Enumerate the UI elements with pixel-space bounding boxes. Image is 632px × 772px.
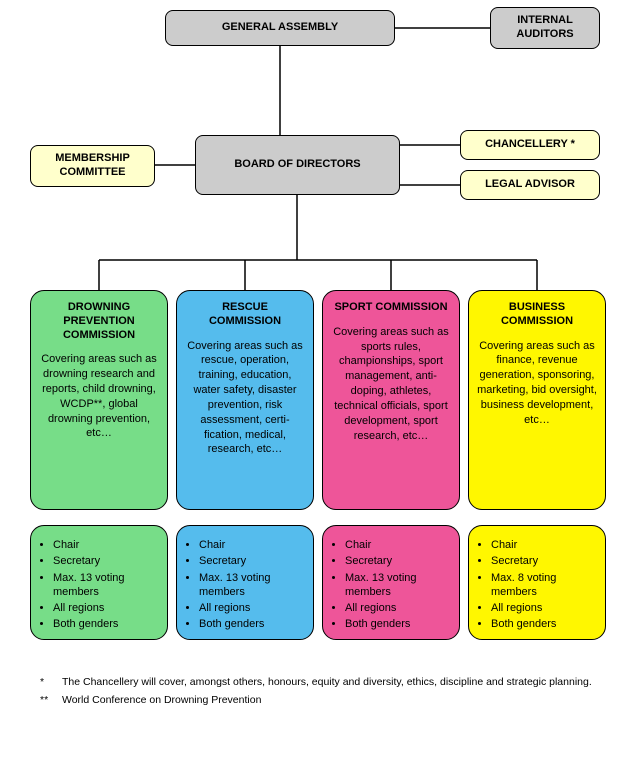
member-item: Max. 8 voting members: [491, 571, 595, 600]
member-item: All regions: [491, 601, 595, 615]
commission-members-business: Chair Secretary Max. 8 voting membersAll r…: [468, 525, 606, 640]
member-item: Max. 13 voting members: [199, 571, 303, 600]
member-item: Max. 13 voting members: [345, 571, 449, 600]
footnote-row: **World Conference on Drowning Preventio…: [40, 693, 602, 707]
commission-members-drowning: Chair Secretary Max. 13 voting membersAll …: [30, 525, 168, 640]
member-item: Both genders: [345, 617, 449, 631]
member-item: Secretary: [53, 554, 157, 568]
node-label: BOARD OF DIRECTORS: [234, 158, 360, 172]
commission-description: Covering areas such as rescue, operation…: [185, 339, 305, 458]
member-item: All regions: [53, 601, 157, 615]
commission-description: Covering areas such as sports rules, cha…: [331, 325, 451, 444]
node-label: GENERAL ASSEMBLY: [222, 21, 338, 35]
member-item: Secretary: [199, 554, 303, 568]
commission-title: RESCUE COMMISSION: [185, 301, 305, 329]
node-board: BOARD OF DIRECTORS: [195, 135, 400, 195]
member-item: All regions: [199, 601, 303, 615]
member-item: Secretary: [345, 554, 449, 568]
member-item: Chair: [345, 538, 449, 552]
commission-title: DROWNING PREVENTION COMMISSION: [39, 301, 159, 342]
commission-members-rescue: Chair Secretary Max. 13 voting membersAll …: [176, 525, 314, 640]
member-item: Secretary: [491, 554, 595, 568]
node-legal-advisor: LEGAL ADVISOR: [460, 170, 600, 200]
footnotes: *The Chancellery will cover, amongst oth…: [40, 675, 602, 711]
member-item: Chair: [491, 538, 595, 552]
commission-description: Covering areas such as drowning research…: [39, 352, 159, 441]
node-label: LEGAL ADVISOR: [485, 178, 575, 192]
commission-members-sport: Chair Secretary Max. 13 voting membersAll …: [322, 525, 460, 640]
node-label: CHANCELLERY *: [485, 138, 575, 152]
member-item: All regions: [345, 601, 449, 615]
commission-description: Covering areas such as finance, revenue …: [477, 339, 597, 428]
member-item: Max. 13 voting members: [53, 571, 157, 600]
commission-business: BUSINESS COMMISSION Covering areas such a…: [468, 290, 606, 510]
commission-title: SPORT COMMISSION: [331, 301, 451, 315]
commission-title: BUSINESS COMMISSION: [477, 301, 597, 329]
node-internal-auditors: INTERNAL AUDITORS: [490, 7, 600, 49]
footnote-mark: **: [40, 693, 62, 707]
node-label: INTERNAL AUDITORS: [495, 14, 595, 42]
node-label: MEMBERSHIP COMMITTEE: [35, 152, 150, 180]
footnote-row: *The Chancellery will cover, amongst oth…: [40, 675, 602, 689]
member-item: Both genders: [53, 617, 157, 631]
footnote-mark: *: [40, 675, 62, 689]
member-item: Both genders: [491, 617, 595, 631]
commission-sport: SPORT COMMISSION Covering areas such as s…: [322, 290, 460, 510]
member-item: Chair: [53, 538, 157, 552]
commission-drowning: DROWNING PREVENTION COMMISSION Covering a…: [30, 290, 168, 510]
node-membership-committee: MEMBERSHIP COMMITTEE: [30, 145, 155, 187]
member-item: Chair: [199, 538, 303, 552]
node-chancellery: CHANCELLERY *: [460, 130, 600, 160]
commission-rescue: RESCUE COMMISSION Covering areas such as …: [176, 290, 314, 510]
node-general-assembly: GENERAL ASSEMBLY: [165, 10, 395, 46]
member-item: Both genders: [199, 617, 303, 631]
footnote-text: World Conference on Drowning Prevention: [62, 693, 602, 707]
footnote-text: The Chancellery will cover, amongst othe…: [62, 675, 602, 689]
